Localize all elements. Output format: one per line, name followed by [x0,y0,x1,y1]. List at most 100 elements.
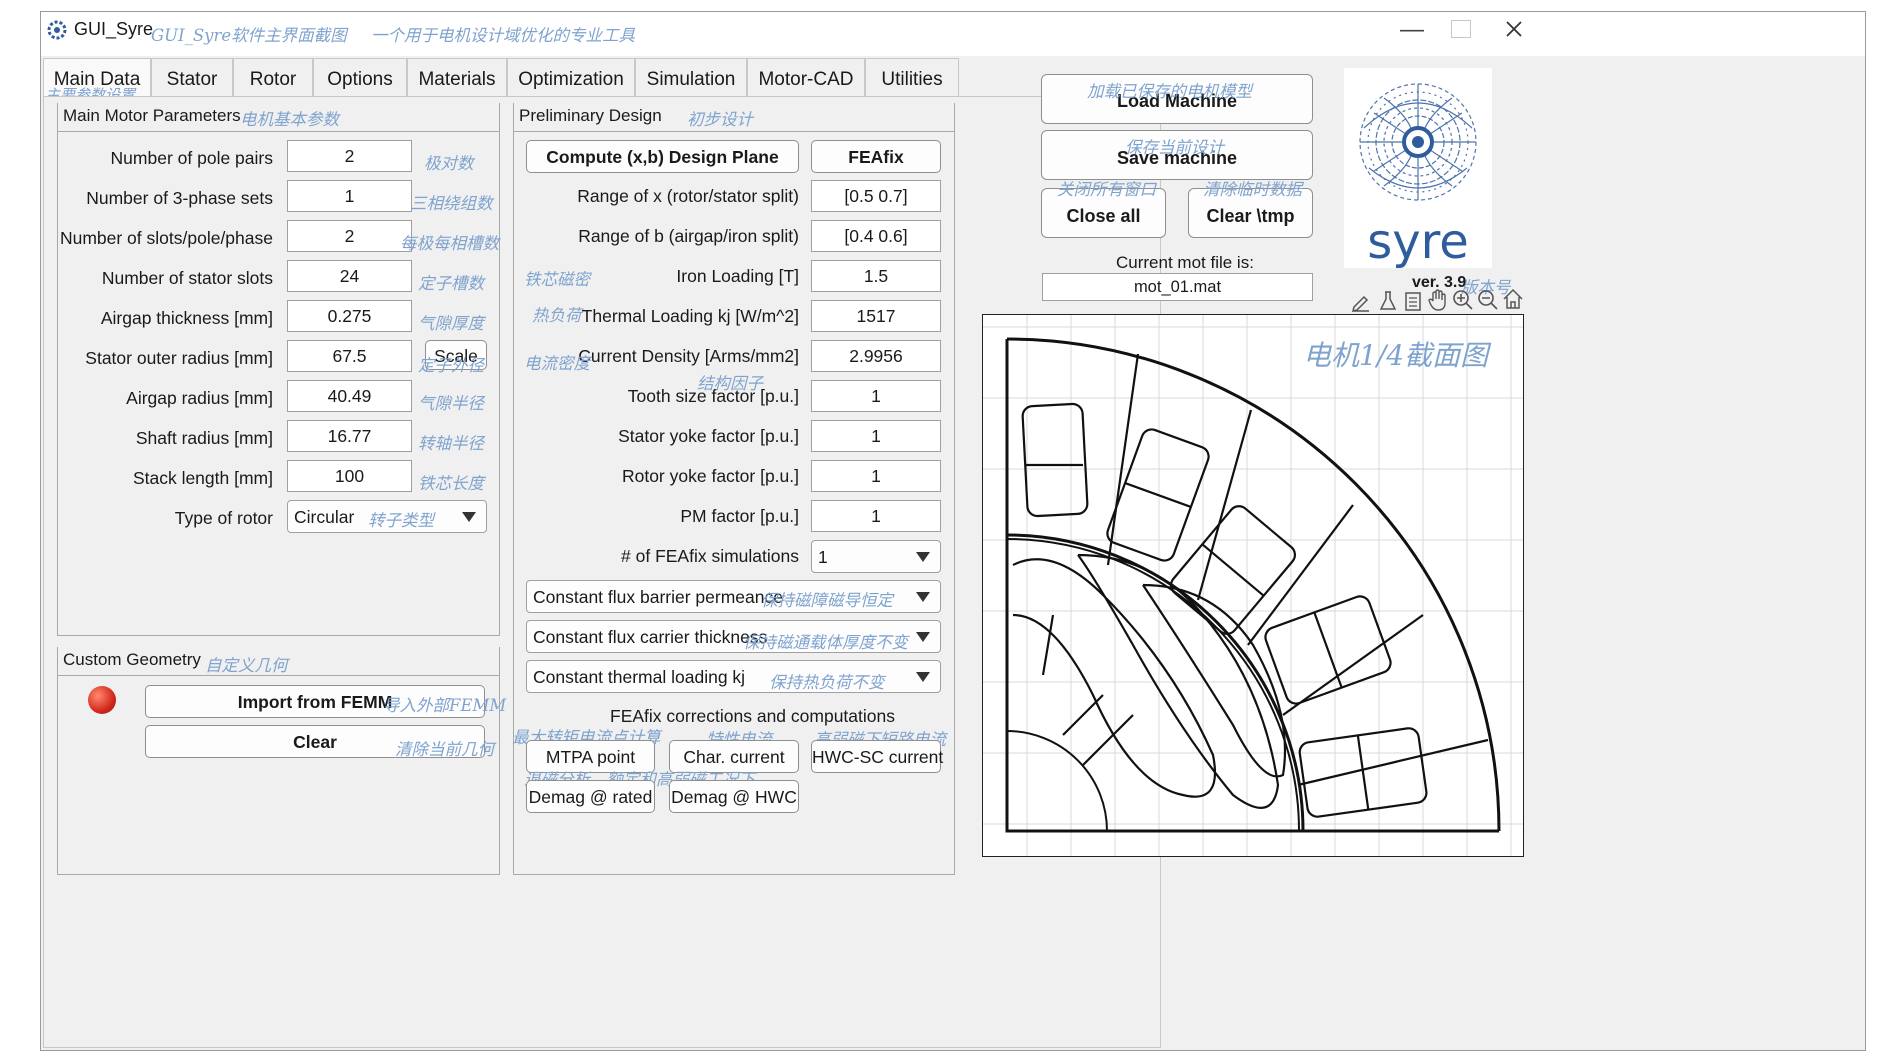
corrections-label: FEAfix corrections and computations [610,706,895,726]
phase-sets-field[interactable]: 1 [287,180,412,212]
range-x-field[interactable]: [0.5 0.7] [811,180,941,212]
tab-options[interactable]: Options [313,58,407,96]
char-current-button[interactable]: Char. current [669,740,799,773]
import-note: 导入外部FEMM [383,696,507,715]
current-note: 电流密度 [524,354,590,373]
iron-loading-field[interactable]: 1.5 [811,260,941,292]
compute-design-plane-button[interactable]: Compute (x,b) Design Plane [526,140,799,173]
stator-slots-field[interactable]: 24 [287,260,412,292]
version-label: ver. 3.9 [1412,274,1467,291]
prelim-label: Rotor yoke factor [p.u.] [621,466,799,486]
tab-optimization[interactable]: Optimization [507,58,635,96]
legend-icon[interactable] [1403,290,1423,312]
carrier-thickness-select[interactable]: Constant flux carrier thickness 保持磁通载体厚度… [526,620,941,653]
shaft-radius-field[interactable]: 16.77 [287,420,412,452]
feafix-sims-select[interactable]: 1 [811,540,941,573]
scale-button[interactable]: Scale [425,340,487,370]
barrier-permeance-select[interactable]: Constant flux barrier permeance 保持磁障磁导恒定 [526,580,941,613]
zoom-in-icon[interactable] [1452,289,1474,311]
prelim-label: Stator yoke factor [p.u.] [618,426,799,446]
stator-outer-radius-field[interactable]: 67.5 [287,340,412,372]
param-label: Airgap radius [mm] [126,388,273,408]
custom-geometry-title: Custom Geometry 自定义几何 [58,646,499,676]
current-density-field[interactable]: 2.9956 [811,340,941,372]
range-b-field[interactable]: [0.4 0.6] [811,220,941,252]
maximize-icon[interactable] [1451,20,1471,38]
close-all-button[interactable]: Close all [1041,188,1166,238]
demag-hwc-button[interactable]: Demag @ HWC [669,780,799,813]
airgap-thickness-field[interactable]: 0.275 [287,300,412,332]
rotor-yoke-field[interactable]: 1 [811,460,941,492]
pm-factor-field[interactable]: 1 [811,500,941,532]
rotor-type-note: 转子类型 [368,511,434,530]
tab-main-data[interactable]: Main Data [43,58,151,98]
airgap-radius-field[interactable]: 40.49 [287,380,412,412]
pan-icon[interactable] [1427,288,1449,312]
rotor-type-select[interactable]: Circular 转子类型 [287,500,487,533]
mtpa-point-button[interactable]: MTPA point [526,740,655,773]
param-note: 气隙厚度 [418,314,484,333]
load-note: 加载已保存的电机模型 [1087,82,1252,101]
custom-geometry-title-text: Custom Geometry [63,650,201,669]
logo-text: syre [1367,214,1469,268]
minimize-icon[interactable]: — [1400,16,1424,43]
tab-utilities[interactable]: Utilities [865,58,959,96]
app-window: GUI_Syre GUI_Syre软件主界面截图 一个用于电机设计域优化的专业工… [40,11,1866,1051]
tab-bar: Main Data Stator Rotor Options Materials… [41,58,1161,98]
rotor-type-label: Type of rotor [174,508,273,528]
dropdown-note: 保持热负荷不变 [769,673,885,692]
struct-note: 结构因子 [697,374,763,393]
param-label: Stack length [mm] [132,468,273,488]
demag-rated-button[interactable]: Demag @ rated [526,780,655,813]
save-machine-button[interactable]: Save machine [1041,130,1313,180]
flask-icon[interactable] [1378,290,1398,312]
status-indicator [88,686,116,714]
pole-pairs-field[interactable]: 2 [287,140,412,172]
motor-plot[interactable]: 电机1/4截面图 [982,314,1524,857]
thermal-loading-field[interactable]: 1517 [811,300,941,332]
preliminary-design-panel: Preliminary Design 初步设计 Compute (x,b) De… [512,102,955,875]
slots-pole-phase-field[interactable]: 2 [287,220,412,252]
tab-motor-cad[interactable]: Motor-CAD [747,58,865,96]
stator-yoke-field[interactable]: 1 [811,420,941,452]
tab-materials[interactable]: Materials [407,58,507,96]
zoom-out-icon[interactable] [1477,289,1499,311]
dropdown-value: Constant thermal loading kj [533,667,746,687]
thermal-note: 热负荷 [532,306,582,325]
title-bar: GUI_Syre GUI_Syre软件主界面截图 一个用于电机设计域优化的专业工… [41,12,1865,56]
tab-rotor[interactable]: Rotor [233,58,313,96]
hwc-sc-current-button[interactable]: HWC-SC current [811,740,943,773]
home-icon[interactable] [1502,288,1524,310]
clear-geometry-button[interactable]: Clear [145,725,485,758]
tab-stator[interactable]: Stator [151,58,233,96]
main-params-panel: Main Motor Parameters 电机基本参数 Number of p… [57,102,500,636]
close-window-icon[interactable] [1505,20,1523,38]
title-note-2: 一个用于电机设计域优化的专业工具 [371,26,635,45]
edit-icon[interactable] [1351,290,1371,312]
thermal-loading-select[interactable]: Constant thermal loading kj 保持热负荷不变 [526,660,941,693]
main-params-title-text: Main Motor Parameters [63,106,241,125]
current-file-label: Current mot file is: [1116,253,1254,272]
dropdown-note: 保持磁通载体厚度不变 [743,633,908,652]
param-note: 定子槽数 [418,274,484,293]
feafix-sims-label: # of FEAfix simulations [621,546,799,566]
param-label: Number of pole pairs [110,148,273,168]
param-label: Shaft radius [mm] [135,428,273,448]
tab-simulation[interactable]: Simulation [635,58,747,96]
prelim-title: Preliminary Design 初步设计 [514,102,954,132]
load-machine-button[interactable]: Load Machine [1041,74,1313,124]
import-from-femm-button[interactable]: Import from FEMM [145,685,485,718]
plot-note: 电机1/4截面图 [1303,339,1492,372]
stack-length-field[interactable]: 100 [287,460,412,492]
prelim-label: Thermal Loading kj [W/m^2] [581,306,799,326]
clear-tmp-button[interactable]: Clear \tmp [1188,188,1313,238]
param-note: 三相绕组数 [410,194,493,213]
custom-geometry-note: 自定义几何 [205,656,288,675]
tooth-size-field[interactable]: 1 [811,380,941,412]
param-note: 铁芯长度 [418,474,484,493]
motor-cross-section: 电机1/4截面图 [983,315,1523,856]
param-note: 气隙半径 [418,394,484,413]
feafix-button[interactable]: FEAfix [811,140,941,173]
version-note: 版本号 [1461,278,1511,297]
main-data-panel: Main Motor Parameters 电机基本参数 Number of p… [43,96,1161,1048]
